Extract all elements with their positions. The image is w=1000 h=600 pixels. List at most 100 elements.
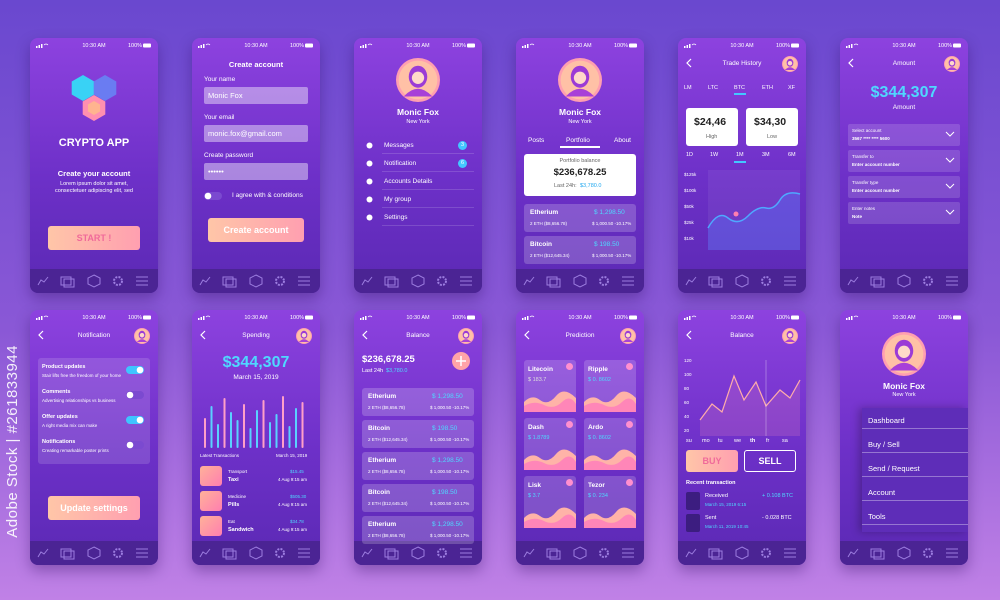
text: I agree with & conditions xyxy=(232,192,303,199)
button[interactable]: Create account xyxy=(208,218,304,242)
text[interactable]: Send / Request xyxy=(868,464,920,473)
graphic xyxy=(126,441,134,449)
graphic xyxy=(210,406,213,448)
graphic xyxy=(126,416,144,424)
graphic xyxy=(139,332,145,338)
text: Sent xyxy=(705,515,717,521)
text: Trade History xyxy=(722,60,762,67)
status-icons xyxy=(36,43,49,48)
graphic xyxy=(134,328,150,344)
graphic xyxy=(37,274,148,288)
text[interactable]: Tools xyxy=(868,512,886,521)
graphic xyxy=(584,514,636,528)
graphic xyxy=(847,546,958,560)
avatar xyxy=(782,56,798,72)
graphic xyxy=(249,274,263,288)
graphic xyxy=(873,278,885,288)
graphic xyxy=(847,274,958,288)
graphic xyxy=(262,400,265,448)
status-icons xyxy=(360,315,373,320)
graphic xyxy=(60,276,72,286)
text: 2 ETH ($8,656.78) xyxy=(368,469,406,474)
graphic xyxy=(629,315,637,320)
graphic xyxy=(685,546,796,560)
bottom-nav xyxy=(192,541,320,565)
back-button[interactable] xyxy=(686,58,692,68)
graphic xyxy=(360,318,362,320)
graphic xyxy=(198,318,200,320)
plus-icon xyxy=(626,363,633,370)
text: th xyxy=(750,438,756,444)
asset-row xyxy=(362,484,474,512)
text: 100% xyxy=(290,43,305,49)
button[interactable]: START ! xyxy=(48,226,140,250)
graphic xyxy=(684,43,697,48)
text[interactable]: Dashboard xyxy=(868,416,905,425)
back-button[interactable] xyxy=(524,330,530,340)
graphic xyxy=(275,276,285,286)
chevron xyxy=(945,157,955,163)
graphic xyxy=(897,345,911,358)
graphic xyxy=(524,514,576,528)
back-button[interactable] xyxy=(362,330,368,340)
graphic xyxy=(700,376,800,436)
graphic xyxy=(546,276,558,286)
text: Etherium xyxy=(368,457,397,464)
menu-icon xyxy=(366,160,373,167)
select-field xyxy=(848,124,960,146)
graphic xyxy=(524,449,576,470)
button[interactable]: SELL xyxy=(744,450,796,472)
battery-icon xyxy=(953,43,962,48)
text[interactable]: Buy / Sell xyxy=(868,440,900,449)
text[interactable]: Account xyxy=(868,488,896,497)
graphic xyxy=(782,328,798,344)
back-button[interactable] xyxy=(200,330,206,340)
graphic xyxy=(708,548,720,558)
graphic xyxy=(953,43,961,48)
back-button[interactable] xyxy=(38,330,44,340)
graphic xyxy=(126,366,144,374)
button[interactable]: Update settings xyxy=(48,496,140,520)
button[interactable]: BUY xyxy=(686,450,738,472)
text: Stair lifts free the freedom of your hom… xyxy=(42,373,122,378)
graphic xyxy=(458,328,474,344)
text: Tezor xyxy=(588,482,605,489)
graphic xyxy=(225,278,237,288)
text: Note xyxy=(852,214,862,219)
asset-row xyxy=(362,452,474,480)
text: A right media mix can make xyxy=(42,423,98,428)
graphic xyxy=(236,420,239,448)
avatar xyxy=(296,328,312,344)
graphic xyxy=(691,43,697,46)
text: 100% xyxy=(776,315,791,321)
back-button[interactable] xyxy=(848,58,854,68)
separator xyxy=(382,171,474,172)
graphic xyxy=(945,131,955,137)
graphic xyxy=(93,75,117,101)
text: Bitcoin xyxy=(368,489,391,496)
watermark: Adobe Stock | #261833944 xyxy=(4,345,21,538)
bottom-nav xyxy=(840,269,968,293)
graphic xyxy=(204,418,206,448)
text: BTC xyxy=(734,85,745,91)
status-icons xyxy=(846,315,859,320)
separator xyxy=(382,207,474,208)
status-icons xyxy=(36,315,49,320)
battery-icon xyxy=(305,315,314,320)
text: $10k xyxy=(684,236,694,241)
text: Balance xyxy=(406,332,430,339)
graphic xyxy=(923,548,933,558)
text: 10:30 AM xyxy=(82,43,106,49)
back-button[interactable] xyxy=(686,330,692,340)
text: $236,678.25 xyxy=(553,167,607,178)
add-button[interactable] xyxy=(452,352,470,370)
text: 10:30 AM xyxy=(730,43,754,49)
graphic xyxy=(953,315,961,320)
graphic xyxy=(558,58,602,102)
mini-chart xyxy=(524,388,576,412)
logo xyxy=(64,72,124,128)
text: Your name xyxy=(204,76,236,83)
graphic xyxy=(38,45,40,48)
graphic xyxy=(71,75,117,121)
